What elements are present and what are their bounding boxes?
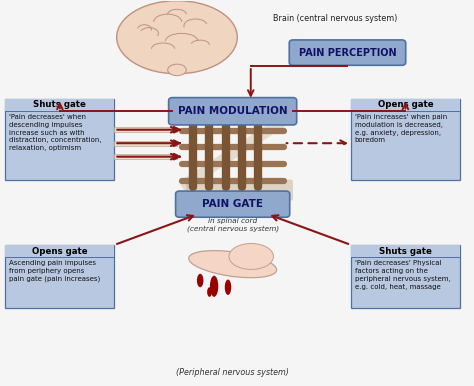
FancyBboxPatch shape [351,245,460,308]
Ellipse shape [168,64,186,76]
FancyBboxPatch shape [5,99,114,179]
Text: in spinal cord
(central nervous system): in spinal cord (central nervous system) [187,218,279,232]
FancyBboxPatch shape [5,245,114,257]
Text: Ascending pain impulses
from periphery opens
pain gate (pain increases): Ascending pain impulses from periphery o… [9,260,100,282]
Ellipse shape [117,1,237,74]
Text: PAIN MODULATION: PAIN MODULATION [178,106,287,116]
FancyBboxPatch shape [114,141,177,146]
FancyBboxPatch shape [169,98,297,125]
Text: Opens gate: Opens gate [378,100,433,109]
Text: 'Pain decreases' Physical
factors acting on the
peripheral nervous system,
e.g. : 'Pain decreases' Physical factors acting… [355,260,450,290]
Text: Opens gate: Opens gate [32,247,88,256]
FancyBboxPatch shape [5,245,114,308]
Ellipse shape [210,276,218,297]
FancyBboxPatch shape [114,127,177,132]
Text: PAIN GATE: PAIN GATE [202,199,263,209]
FancyBboxPatch shape [5,99,114,111]
Text: (Peripheral nervous system): (Peripheral nervous system) [176,368,289,377]
Ellipse shape [225,279,231,295]
FancyBboxPatch shape [351,99,460,111]
Text: 'Pain decreases' when
descending impulses
increase such as with
distraction, con: 'Pain decreases' when descending impulse… [9,114,101,151]
FancyBboxPatch shape [351,99,460,179]
Text: Brain (central nervous system): Brain (central nervous system) [273,14,397,22]
Text: 'Pain increases' when pain
modulation is decreased,
e.g. anxiety, depression,
bo: 'Pain increases' when pain modulation is… [355,114,447,144]
FancyBboxPatch shape [175,191,290,217]
Text: Shuts gate: Shuts gate [33,100,86,109]
Ellipse shape [207,287,212,297]
Text: PAIN PERCEPTION: PAIN PERCEPTION [299,47,396,58]
FancyBboxPatch shape [186,179,293,201]
FancyBboxPatch shape [114,154,177,159]
Ellipse shape [197,274,203,287]
FancyBboxPatch shape [289,40,406,65]
Ellipse shape [229,244,273,269]
FancyBboxPatch shape [351,245,460,257]
Text: Shuts gate: Shuts gate [379,247,432,256]
Ellipse shape [189,251,277,278]
